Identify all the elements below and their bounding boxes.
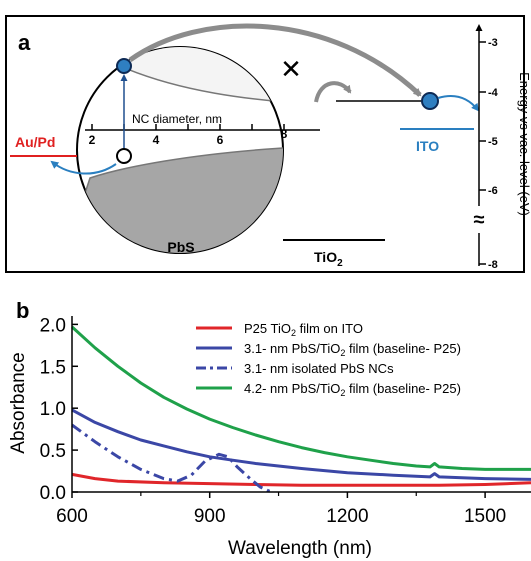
series-line-2 <box>71 408 531 481</box>
plot-axes: 600 900 1200 1500 0.0 0.5 1.0 1.5 2.0 <box>40 315 531 527</box>
blocked-transfer-arrow <box>314 81 352 103</box>
series-line-1 <box>71 472 531 487</box>
y-tick-label: 2.0 <box>40 315 66 336</box>
x-tick-label: 900 <box>194 506 226 527</box>
legend-entry: 4.2- nm PbS/TiO2 film (baseline- P25) <box>244 381 461 398</box>
legend: P25 TiO2 film on ITO 3.1- nm PbS/TiO2 fil… <box>196 321 461 398</box>
energy-tick-label: -5 <box>488 136 498 148</box>
axis-break-symbol: ≈ <box>474 209 485 231</box>
series-line-3 <box>71 423 275 494</box>
energy-axis: -3 -4 -5 -6 -8 ≈ Energy vs vac. level (e… <box>474 24 531 271</box>
y-axis-label: Absorbance <box>8 352 29 453</box>
nc-diameter-label: NC diameter, nm <box>132 112 222 126</box>
y-tick-label: 0.5 <box>40 441 66 462</box>
legend-entry: 3.1- nm PbS/TiO2 film (baseline- P25) <box>244 341 461 358</box>
x-tick-label: 1200 <box>326 506 368 527</box>
tio2-label: TiO2 <box>314 249 343 269</box>
panel-b: b 600 900 1200 1500 0.0 0.5 1.0 1.5 2.0 P25 TiO2… <box>8 298 531 559</box>
legend-entry: 3.1- nm isolated PbS NCs <box>244 361 394 376</box>
panel-a-frame <box>5 15 525 273</box>
energy-tick-label: -6 <box>488 185 498 197</box>
legend-entry: P25 TiO2 film on ITO <box>244 321 363 338</box>
nc-tick-label: 4 <box>153 133 160 147</box>
y-tick-label: 1.0 <box>40 399 66 420</box>
x-tick-label: 600 <box>56 506 88 527</box>
plot-area <box>70 325 531 494</box>
panel-a-label: a <box>18 30 31 55</box>
series-line-4 <box>70 325 531 471</box>
ito-injection-arrow <box>437 94 480 112</box>
y-tick-label: 1.5 <box>40 357 66 378</box>
hole-extraction-arrow <box>50 160 117 175</box>
energy-tick-label: -3 <box>488 37 498 49</box>
panel-b-label: b <box>16 298 29 323</box>
panel-a: a NC diameter, nm 2 4 6 8 <box>5 15 531 273</box>
energy-axis-label: Energy vs vac. level (eV) <box>517 72 531 216</box>
energy-tick-label: -8 <box>488 259 498 271</box>
nc-tick-label: 6 <box>217 133 224 147</box>
au-pd-label: Au/Pd <box>15 134 55 150</box>
y-tick-label: 0.0 <box>40 483 66 504</box>
x-axis-label: Wavelength (nm) <box>228 538 372 559</box>
pbs-label: PbS <box>167 239 194 255</box>
tio2-electron-dot <box>421 92 439 110</box>
ito-label: ITO <box>416 138 439 154</box>
electron-transfer-arrow <box>128 23 422 97</box>
nc-tick-label: 2 <box>89 133 96 147</box>
electron-dot <box>116 58 132 74</box>
energy-tick-label: -4 <box>488 87 499 99</box>
hole-dot <box>116 148 132 164</box>
blocked-x-icon: ✕ <box>280 54 302 84</box>
nc-tick-label: 8 <box>281 127 288 141</box>
x-tick-label: 1500 <box>464 506 506 527</box>
